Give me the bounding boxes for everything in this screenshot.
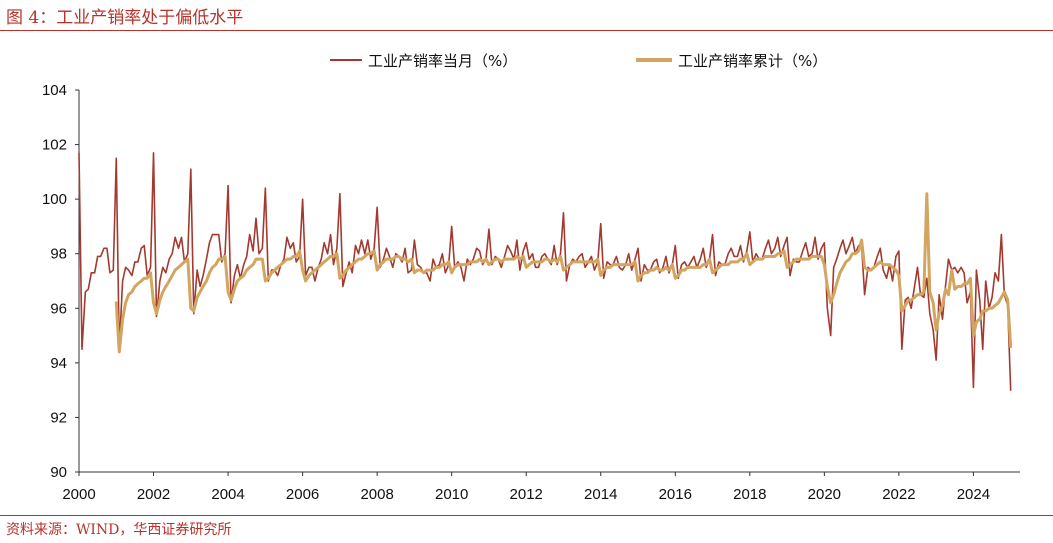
chart-axes: 90 92 94 96 98 100 102 104 2000 2002 2004 2006 2008 2… — [42, 82, 1020, 503]
bottom-divider — [0, 515, 1053, 516]
x-tick-label: 2002 — [137, 486, 170, 503]
series-line-cumulative — [114, 192, 1013, 354]
x-tick-label: 2016 — [659, 486, 692, 503]
y-tick-label: 90 — [50, 464, 67, 481]
x-tick-label: 2014 — [584, 486, 617, 503]
y-tick-label: 96 — [50, 300, 67, 317]
y-tick-label: 100 — [42, 191, 67, 208]
y-tick-label: 102 — [42, 137, 67, 154]
x-tick-label: 2004 — [211, 486, 244, 503]
figure-title: 图 4：工业产销率处于偏低水平 — [6, 8, 244, 28]
x-tick-label: 2024 — [957, 486, 990, 503]
figure-source: 资料来源：WIND，华西证券研究所 — [6, 522, 232, 538]
y-tick-label: 98 — [50, 246, 67, 263]
x-tick-label: 2000 — [62, 486, 95, 503]
y-tick-label: 94 — [50, 355, 67, 372]
x-tick-label: 2020 — [808, 486, 841, 503]
series-layer — [78, 151, 1013, 391]
y-tick-label: 92 — [50, 409, 67, 426]
x-tick-label: 2010 — [435, 486, 468, 503]
x-tick-label: 2008 — [360, 486, 393, 503]
x-tick-label: 2018 — [733, 486, 766, 503]
y-tick-label: 104 — [42, 82, 67, 99]
legend-label-monthly: 工业产销率当月（%） — [368, 52, 517, 70]
top-divider — [0, 30, 1053, 31]
x-tick-label: 2006 — [286, 486, 319, 503]
line-chart: 工业产销率当月（%） 工业产销率累计（%） 90 92 94 96 98 100 102 10… — [42, 52, 1020, 503]
chart-legend: 工业产销率当月（%） 工业产销率累计（%） — [330, 52, 827, 70]
x-tick-label: 2022 — [882, 486, 915, 503]
legend-label-cumulative: 工业产销率累计（%） — [678, 52, 827, 70]
x-tick-label: 2012 — [510, 486, 543, 503]
